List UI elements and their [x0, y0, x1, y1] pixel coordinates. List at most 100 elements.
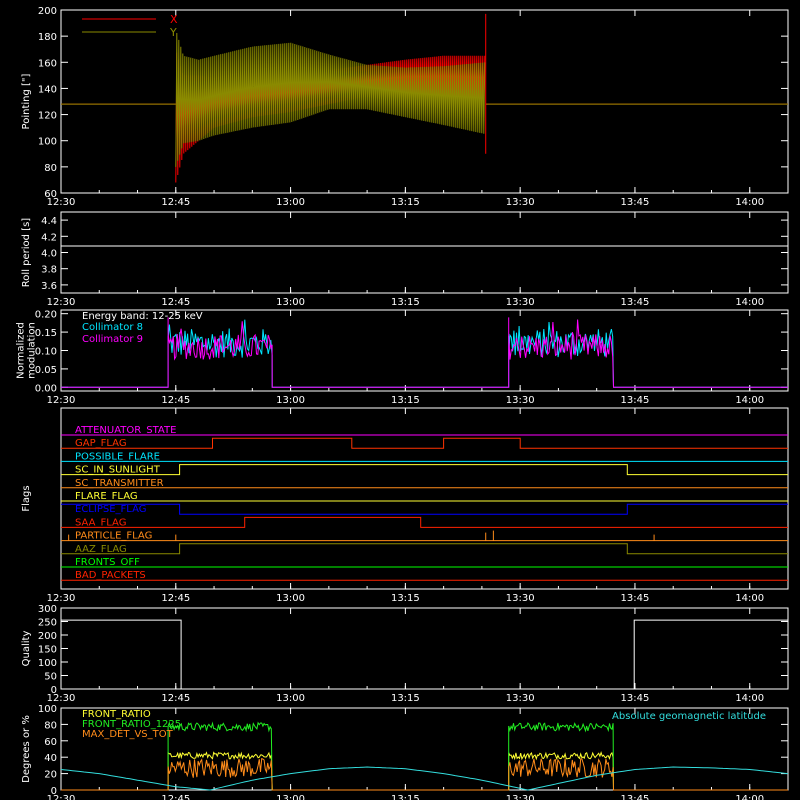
time-tick-label: 13:45 — [621, 693, 650, 704]
y-tick-label: 50 — [44, 672, 57, 683]
legend-label-collimator-9: Collimator 9 — [82, 334, 143, 345]
flag-label-flare-flag: FLARE_FLAG — [75, 491, 138, 502]
y-tick-label: 80 — [44, 163, 57, 174]
series-line-max-det-vs-tot — [61, 757, 788, 791]
y-tick-label: 200 — [38, 6, 57, 17]
flag-label-attenuator-state: ATTENUATOR_STATE — [75, 425, 176, 436]
y-tick-label: 20 — [44, 770, 57, 781]
time-tick-label: 13:30 — [506, 593, 535, 604]
time-tick-label: 12:30 — [47, 395, 76, 406]
quality-line — [61, 619, 788, 690]
panel-frame — [60, 407, 789, 590]
time-tick-label: 12:30 — [47, 593, 76, 604]
legend-label-x: X — [170, 13, 178, 26]
series-line-collimator-9 — [61, 317, 788, 388]
time-tick-label: 14:00 — [735, 794, 764, 800]
time-tick-label: 13:45 — [621, 794, 650, 800]
y-tick-label: 3.8 — [41, 265, 57, 276]
y-tick-label: 4.4 — [41, 216, 57, 227]
flag-line-aaz-flag — [61, 543, 788, 555]
y-axis-label: Normalized — [16, 322, 27, 379]
y-tick-label: 150 — [38, 645, 57, 656]
y-tick-label: 0.10 — [35, 347, 57, 358]
time-tick-label: 13:45 — [621, 593, 650, 604]
time-tick-label: 14:00 — [735, 395, 764, 406]
y-tick-label: 4.0 — [41, 249, 57, 260]
y-tick-label: 140 — [38, 84, 57, 95]
time-tick-label: 13:00 — [276, 693, 305, 704]
legend-label-front-ratio-1225: FRONT_RATIO_1225 — [82, 719, 181, 730]
time-tick-label: 13:30 — [506, 197, 535, 208]
y-tick-label: 200 — [38, 631, 57, 642]
flag-label-gap-flag: GAP_FLAG — [75, 438, 127, 449]
y-tick-label: 0.15 — [35, 328, 57, 339]
flag-label-fronts-off: FRONTS_OFF — [75, 557, 140, 568]
flag-line-eclipse-flag — [61, 503, 788, 515]
y-tick-label: 0 — [51, 685, 57, 696]
y-tick-label: 60 — [44, 189, 57, 200]
flag-label-bad-packets: BAD_PACKETS — [75, 570, 146, 581]
time-tick-label: 13:15 — [391, 297, 420, 308]
legend-label-y: Y — [169, 26, 177, 39]
time-tick-label: 13:15 — [391, 593, 420, 604]
time-tick-label: 13:15 — [391, 197, 420, 208]
legend-label-front-ratio: FRONT_RATIO — [82, 709, 151, 720]
time-tick-label: 12:45 — [161, 794, 190, 800]
y-tick-label: 40 — [44, 753, 57, 764]
y-tick-label: 0.05 — [35, 365, 57, 376]
time-tick-label: 13:00 — [276, 593, 305, 604]
flag-label-saa-flag: SAA_FLAG — [75, 517, 126, 528]
time-tick-label: 13:45 — [621, 297, 650, 308]
time-tick-label: 14:00 — [735, 197, 764, 208]
y-axis-label: Roll period [s] — [21, 218, 32, 287]
time-tick-label: 13:00 — [276, 794, 305, 800]
y-tick-label: 0 — [51, 786, 57, 797]
time-tick-label: 13:00 — [276, 395, 305, 406]
y-axis-label: modulation — [27, 322, 38, 379]
y-tick-label: 100 — [38, 658, 57, 669]
time-tick-label: 12:45 — [161, 693, 190, 704]
y-tick-label: 3.6 — [41, 281, 57, 292]
y-tick-label: 80 — [44, 720, 57, 731]
time-tick-label: 13:45 — [621, 395, 650, 406]
time-tick-label: 13:30 — [506, 693, 535, 704]
flag-label-particle-flag: PARTICLE_FLAG — [75, 531, 152, 542]
y-axis-label: Degrees or % — [21, 715, 32, 783]
y-axis-label: Flags — [21, 485, 32, 511]
flag-label-sc-in-sunlight: SC_IN_SUNLIGHT — [75, 465, 161, 476]
flag-label-eclipse-flag: ECLIPSE_FLAG — [75, 504, 146, 515]
time-tick-label: 13:15 — [391, 395, 420, 406]
time-tick-label: 13:00 — [276, 297, 305, 308]
time-tick-label: 13:00 — [276, 197, 305, 208]
time-tick-label: 12:45 — [161, 197, 190, 208]
time-tick-label: 12:45 — [161, 395, 190, 406]
energy-band-annotation: Energy band: 12-25 keV — [82, 311, 203, 322]
time-tick-label: 12:45 — [161, 297, 190, 308]
y-axis-label: Pointing ["] — [21, 73, 32, 129]
y-tick-label: 300 — [38, 604, 57, 615]
time-tick-label: 14:00 — [735, 693, 764, 704]
flag-line-sc-in-sunlight — [61, 464, 788, 476]
y-tick-label: 0.20 — [35, 310, 57, 321]
flag-label-aaz-flag: AAZ_FLAG — [75, 544, 127, 555]
y-tick-label: 160 — [38, 58, 57, 69]
y-axis-label: Quality — [21, 631, 32, 667]
time-tick-label: 13:30 — [506, 395, 535, 406]
y-tick-label: 250 — [38, 618, 57, 629]
y-tick-label: 100 — [38, 137, 57, 148]
time-tick-label: 13:30 — [506, 297, 535, 308]
time-tick-label: 12:30 — [47, 693, 76, 704]
legend-label-geomagnetic-latitude: Absolute geomagnetic latitude — [612, 711, 766, 722]
y-tick-label: 60 — [44, 737, 57, 748]
time-tick-label: 14:00 — [735, 297, 764, 308]
time-tick-label: 12:30 — [47, 794, 76, 800]
series-line-geomagnetic-latitude — [60, 766, 789, 791]
y-tick-label: 4.2 — [41, 232, 57, 243]
time-tick-label: 12:30 — [47, 197, 76, 208]
time-tick-label: 13:15 — [391, 794, 420, 800]
time-tick-label: 12:30 — [47, 297, 76, 308]
flag-label-sc-transmitter: SC_TRANSMITTER — [75, 478, 164, 489]
y-tick-label: 0.00 — [35, 383, 57, 394]
